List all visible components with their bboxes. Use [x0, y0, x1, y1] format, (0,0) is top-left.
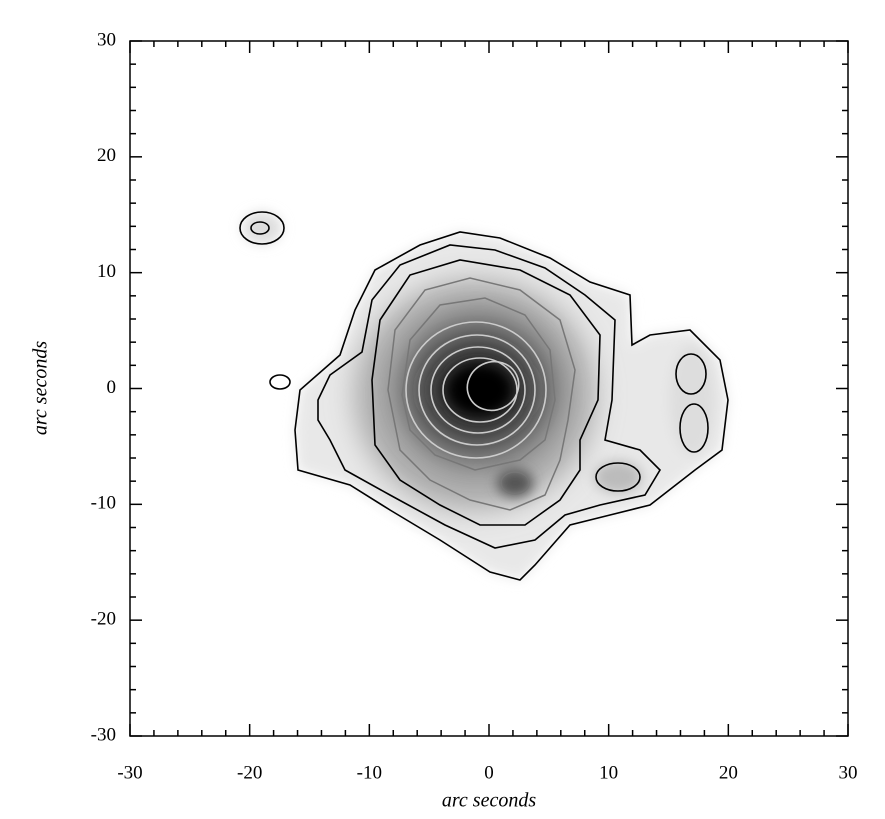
- contour: [401, 297, 556, 471]
- x-tick-label: 10: [599, 762, 618, 783]
- contour: [595, 462, 641, 492]
- y-tick-label: -30: [91, 724, 116, 745]
- y-tick-label: 0: [107, 377, 117, 398]
- contour: [405, 321, 547, 459]
- contour: [418, 334, 536, 446]
- y-tick-label: -10: [91, 493, 116, 514]
- y-tick-label: 20: [97, 145, 116, 166]
- x-tick-label: 20: [719, 762, 738, 783]
- contour: [250, 221, 270, 235]
- contour: [387, 277, 576, 511]
- x-tick-label: -10: [357, 762, 382, 783]
- contour: [294, 231, 729, 581]
- x-tick-label: -20: [237, 762, 262, 783]
- x-tick-label: -30: [117, 762, 142, 783]
- contour: [239, 211, 285, 245]
- contour: [466, 360, 520, 412]
- x-tick-label: 30: [839, 762, 858, 783]
- y-tick-label: -20: [91, 609, 116, 630]
- x-tick-label: 0: [484, 762, 494, 783]
- y-tick-label: 30: [97, 29, 116, 50]
- y-axis-title: arc seconds: [30, 341, 52, 435]
- y-tick-label: 10: [97, 261, 116, 282]
- contour: [430, 346, 526, 434]
- contour: [679, 403, 709, 453]
- contour: [371, 259, 601, 526]
- contour: [500, 471, 530, 495]
- x-axis-title: arc seconds: [442, 790, 536, 812]
- contour: [269, 374, 291, 390]
- contours: [239, 211, 729, 581]
- contour: [675, 353, 707, 395]
- contour: [442, 357, 518, 423]
- contour: [317, 244, 662, 549]
